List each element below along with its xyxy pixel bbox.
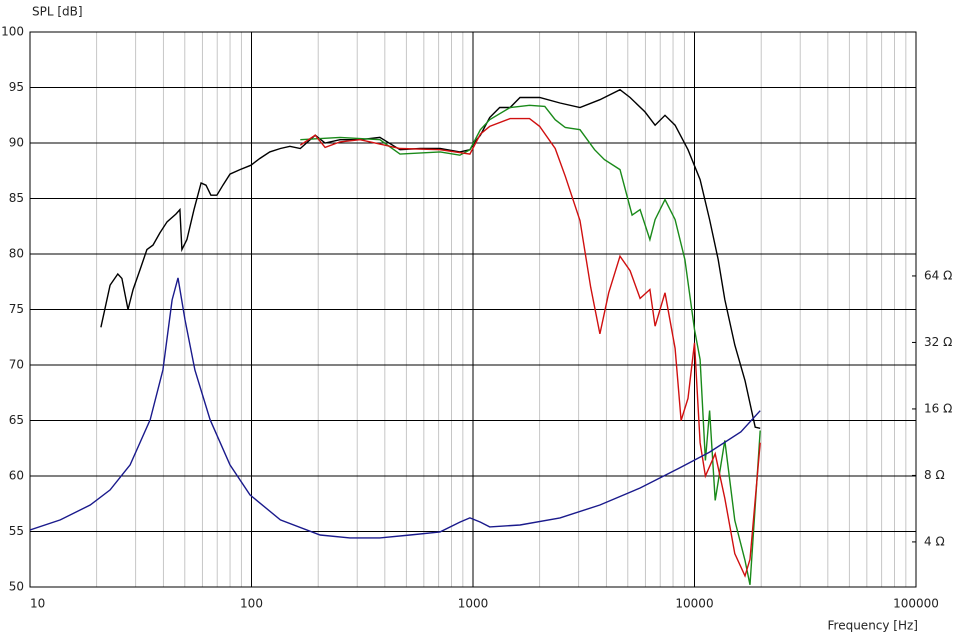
y-tick-label: 90 xyxy=(9,136,24,150)
y-axis-label: SPL [dB] xyxy=(32,5,83,19)
series-line xyxy=(300,104,761,585)
y-tick-label: 60 xyxy=(9,469,24,483)
y-tick-label: 55 xyxy=(9,524,24,538)
x-axis-label: Frequency [Hz] xyxy=(828,619,919,633)
series-line xyxy=(30,277,761,539)
y-tick-label: 95 xyxy=(9,80,24,94)
x-tick-label: 10000 xyxy=(675,597,713,611)
y2-tick-label: 32 Ω xyxy=(924,335,952,349)
y-tick-label: 85 xyxy=(9,191,24,205)
series-line xyxy=(299,117,761,578)
y2-tick-label: 16 Ω xyxy=(924,401,952,415)
x-tick-label: 1000 xyxy=(458,597,489,611)
y-tick-label: 65 xyxy=(9,413,24,427)
x-tick-label: 100 xyxy=(240,597,263,611)
series-line xyxy=(100,88,761,429)
y-tick-label: 80 xyxy=(9,247,24,261)
y-tick-label: 70 xyxy=(9,358,24,372)
x-tick-label: 100000 xyxy=(893,597,939,611)
y-tick-label: 75 xyxy=(9,302,24,316)
y-tick-label: 50 xyxy=(9,580,24,594)
x-tick-label: 10 xyxy=(30,597,45,611)
y2-tick-label: 64 Ω xyxy=(924,268,952,282)
y2-tick-label: 8 Ω xyxy=(924,468,945,482)
y2-tick-label: 4 Ω xyxy=(924,534,945,548)
y-tick-label: 100 xyxy=(1,25,24,39)
